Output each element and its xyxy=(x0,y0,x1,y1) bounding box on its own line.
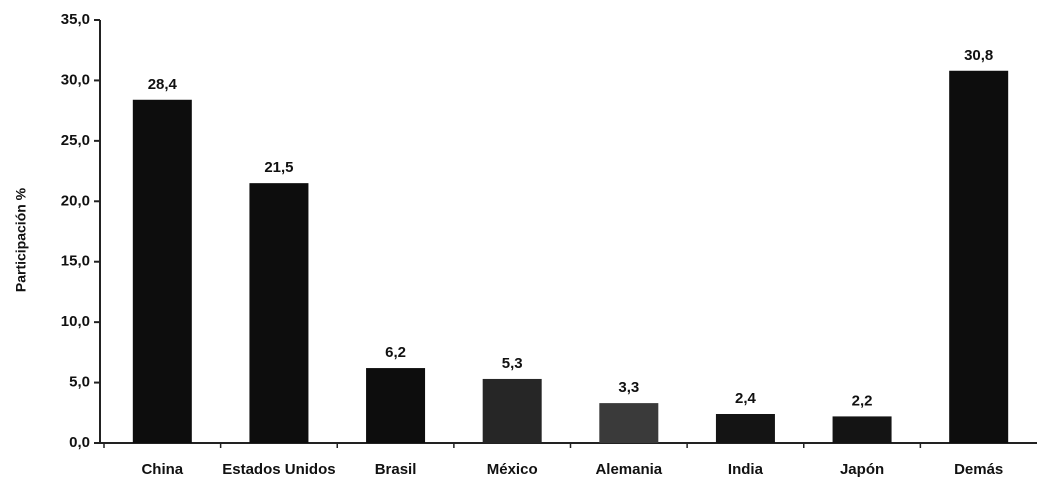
data-label: 2,4 xyxy=(735,390,757,407)
data-label: 21,5 xyxy=(264,159,293,176)
y-tick-label: 0,0 xyxy=(69,434,90,451)
y-tick-label: 10,0 xyxy=(61,313,90,330)
y-tick-label: 20,0 xyxy=(61,192,90,209)
data-label: 5,3 xyxy=(502,355,523,372)
data-label: 2,2 xyxy=(852,392,873,409)
bar-méxico xyxy=(483,379,542,443)
bar-alemania xyxy=(599,403,658,443)
category-label: Demás xyxy=(954,461,1003,478)
category-label: China xyxy=(141,461,183,478)
bar-china xyxy=(133,100,192,443)
y-tick-label: 5,0 xyxy=(69,374,90,391)
category-label: Estados Unidos xyxy=(222,461,335,478)
y-tick-label: 25,0 xyxy=(61,132,90,149)
category-label: Alemania xyxy=(595,461,662,478)
bar-japón xyxy=(833,416,892,443)
y-tick-label: 35,0 xyxy=(61,11,90,28)
category-label: México xyxy=(487,461,538,478)
data-label: 30,8 xyxy=(964,47,993,64)
bar-demás xyxy=(949,71,1008,443)
data-label: 28,4 xyxy=(148,76,178,93)
bars-group xyxy=(133,71,1008,443)
category-label: Japón xyxy=(840,461,884,478)
bar-india xyxy=(716,414,775,443)
y-axis-title: Participación % xyxy=(13,187,29,292)
y-axis-ticks: 0,0 5,0 10,0 15,0 20,0 25,0 30,0 35,0 xyxy=(61,11,100,451)
category-label: India xyxy=(728,461,764,478)
y-tick-label: 15,0 xyxy=(61,253,90,270)
data-label: 3,3 xyxy=(618,379,639,396)
bar-estados-unidos xyxy=(249,183,308,443)
data-label: 6,2 xyxy=(385,344,406,361)
category-labels-group: China Estados Unidos Brasil México Alemania I… xyxy=(104,443,1003,478)
category-label: Brasil xyxy=(375,461,417,478)
y-tick-label: 30,0 xyxy=(61,71,90,88)
bar-brasil xyxy=(366,368,425,443)
